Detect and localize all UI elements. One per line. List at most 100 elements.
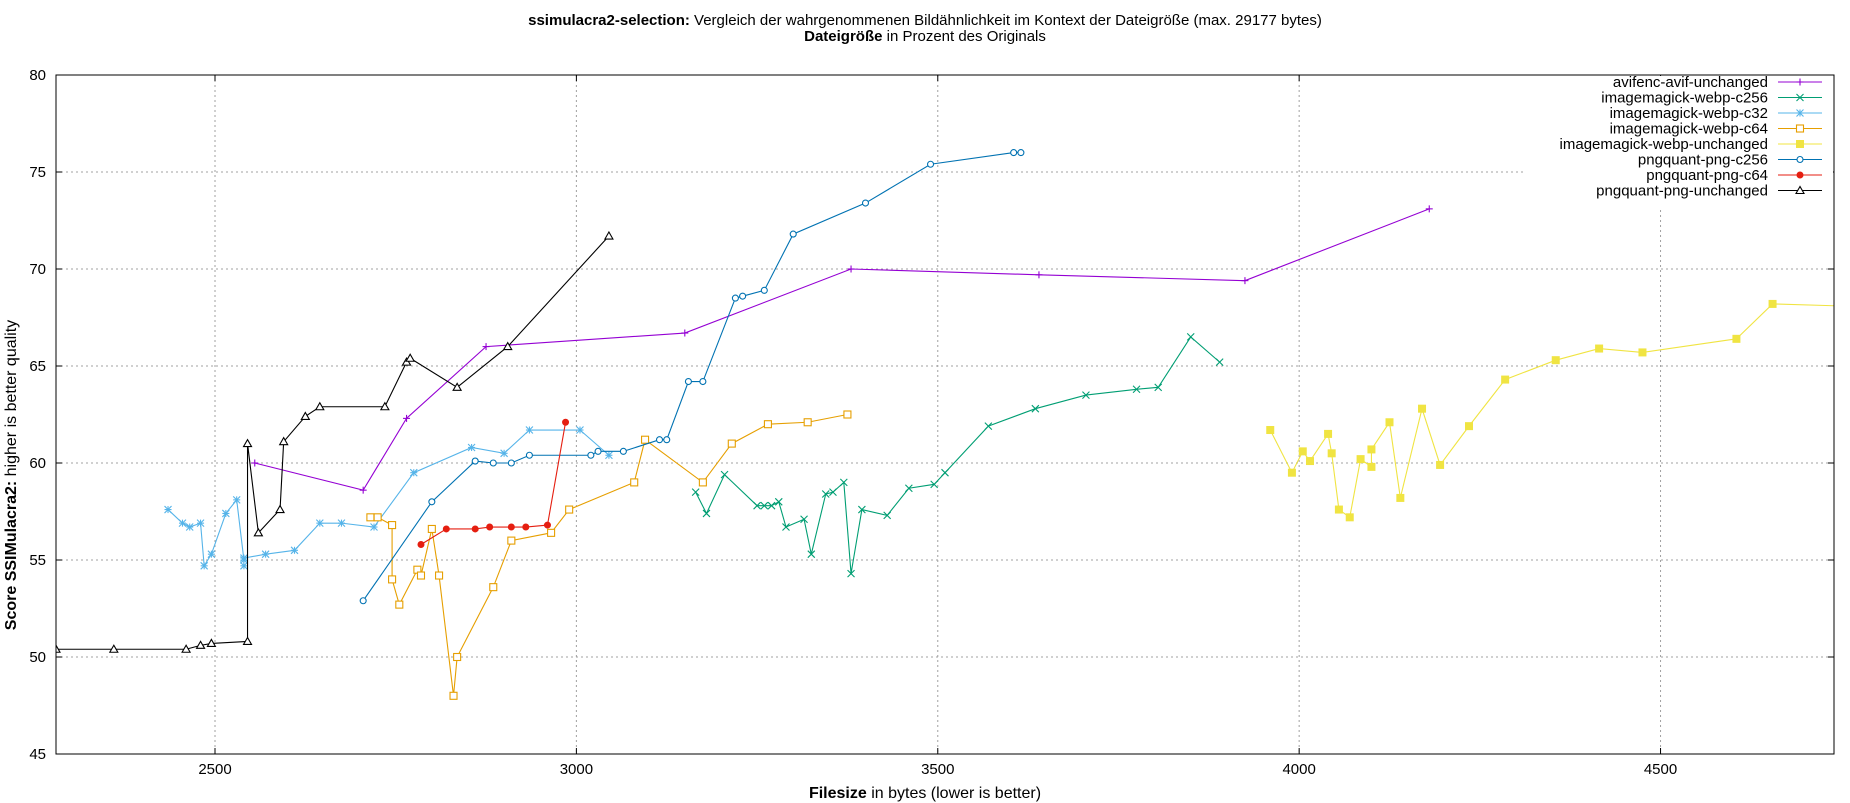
data-point [1638, 348, 1647, 357]
data-point [108, 644, 119, 653]
data-point [1215, 358, 1224, 367]
data-point [800, 515, 808, 524]
legend-label: pngquant-png-c256 [1638, 152, 1768, 169]
data-point [698, 478, 707, 487]
data-point [839, 478, 848, 487]
data-point [1287, 468, 1296, 477]
data-point [428, 498, 436, 506]
x-tick-label: 4500 [1644, 761, 1677, 778]
data-point [314, 401, 325, 411]
legend-marker [1796, 155, 1804, 164]
data-point [500, 449, 509, 458]
data-point [300, 411, 311, 420]
data-point [789, 230, 797, 238]
data-point [1501, 375, 1510, 384]
legend-marker [1796, 109, 1804, 117]
series-imagemagick-webp-c256 [691, 333, 1224, 578]
data-point [843, 410, 852, 419]
data-point [562, 418, 570, 426]
y-axis-title: Score SSIMulacra2: higher is better qual… [3, 319, 20, 631]
data-point [1334, 505, 1343, 514]
data-point [941, 468, 949, 477]
data-point [195, 640, 206, 649]
data-point [379, 401, 390, 411]
series-line [420, 422, 567, 545]
data-point [207, 550, 216, 559]
data-point [803, 418, 812, 427]
y-tick-label: 45 [29, 746, 46, 763]
data-point [337, 519, 346, 528]
series-pngquant-png-c64 [417, 418, 570, 548]
series-imagemagick-webp-c32 [164, 426, 613, 570]
series-line [254, 208, 1430, 491]
legend-label: imagemagick-webp-c32 [1610, 105, 1768, 122]
series-line [167, 429, 610, 568]
data-point [1396, 493, 1405, 502]
data-point [56, 644, 61, 653]
data-point [702, 509, 711, 518]
data-point [691, 488, 700, 496]
data-point [760, 286, 768, 294]
data-point [489, 459, 497, 467]
data-point [240, 554, 248, 562]
data-point [1017, 149, 1025, 157]
data-point [861, 199, 870, 207]
chart-subtitle: Dateigröße in Prozent des Originals [804, 28, 1046, 45]
data-point [388, 521, 397, 530]
data-point [603, 230, 614, 240]
data-point [1154, 383, 1163, 392]
data-point [1436, 460, 1445, 469]
data-point [453, 652, 462, 662]
x-tick-label: 4000 [1282, 761, 1315, 778]
data-point [1327, 449, 1336, 458]
data-point [315, 519, 324, 528]
data-point [507, 459, 515, 467]
data-point [525, 426, 534, 434]
data-point [1418, 404, 1427, 413]
data-point [522, 523, 530, 531]
data-point [763, 420, 772, 429]
data-point [1595, 344, 1604, 353]
legend-marker [1796, 93, 1804, 102]
x-tick-label: 3000 [560, 761, 593, 778]
x-tick-label: 2500 [198, 761, 231, 778]
data-point [242, 636, 253, 646]
data-point [1186, 333, 1195, 341]
data-point [395, 600, 404, 609]
y-tick-label: 70 [29, 261, 46, 278]
data-point [1367, 462, 1376, 471]
data-point [275, 504, 286, 514]
data-point [366, 513, 375, 522]
data-point [1298, 447, 1307, 456]
legend-marker [1796, 171, 1804, 179]
data-point [641, 435, 650, 444]
legend-marker [1796, 140, 1804, 148]
data-point [821, 490, 830, 498]
data-point [1768, 299, 1777, 308]
data-point [278, 436, 289, 446]
data-point [206, 638, 217, 647]
data-point [467, 443, 476, 452]
data-point [807, 550, 816, 559]
series-imagemagick-webp-unchanged [1266, 299, 1834, 522]
data-point [1305, 457, 1314, 466]
data-point [984, 422, 993, 431]
data-point [471, 525, 479, 533]
y-tick-label: 65 [29, 358, 46, 375]
data-point [857, 505, 866, 514]
data-point [1551, 356, 1560, 365]
legend-label: imagemagick-webp-c256 [1601, 90, 1768, 107]
data-point [883, 511, 892, 520]
legend-label: pngquant-png-c64 [1646, 167, 1768, 184]
data-point [290, 546, 299, 555]
data-point [449, 691, 458, 700]
data-point [1345, 513, 1354, 522]
data-point [409, 468, 418, 477]
x-tick-label: 3500 [921, 761, 954, 778]
y-tick-label: 55 [29, 552, 46, 569]
data-point [1266, 426, 1275, 435]
data-point [684, 377, 692, 386]
data-point [507, 523, 515, 531]
data-point [1082, 391, 1090, 399]
chart-title: ssimulacra2-selection: Vergleich der wah… [528, 12, 1322, 29]
